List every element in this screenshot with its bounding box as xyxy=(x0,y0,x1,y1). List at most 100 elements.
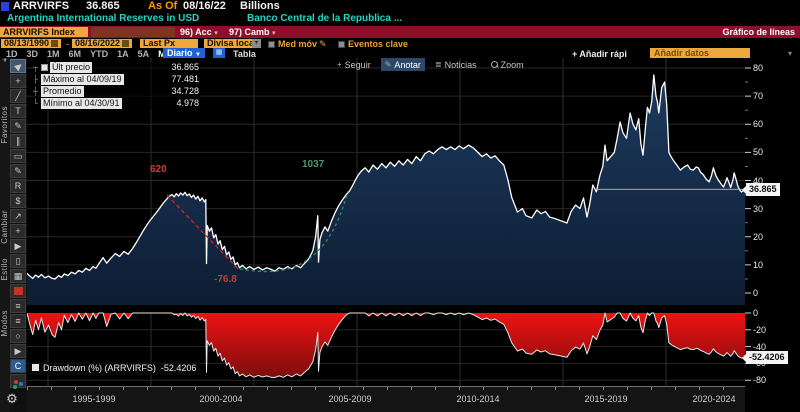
sidebar-group-cambiar[interactable]: Cambiar xyxy=(0,210,9,244)
y-axis-label: 40 xyxy=(753,175,764,186)
x-axis: 1995-1999 2000-2004 2005-2009 2010-2014 2015… xyxy=(27,386,745,412)
currency-select[interactable]: Divisa local xyxy=(204,39,260,48)
period-select[interactable]: Diario ▼ xyxy=(163,48,205,58)
ellipse-icon[interactable]: ○ xyxy=(10,329,26,343)
panel-marker-icon xyxy=(1,2,9,11)
regression-icon[interactable]: R xyxy=(10,179,26,193)
channel-icon[interactable]: ∥ xyxy=(10,134,26,148)
moving-average-checkbox[interactable]: Med móv ✎ xyxy=(268,39,327,50)
price-field-select[interactable]: Last Px xyxy=(140,39,198,48)
collapse-icon[interactable]: ▾ xyxy=(788,49,793,58)
legend-row: ┬ Últ precio 36.865 xyxy=(33,62,201,74)
range-button-6m[interactable]: 6M xyxy=(68,49,82,59)
pencil-icon: ✎ xyxy=(384,60,392,69)
legend-row: ├ Máximo al 04/09/19 77.481 xyxy=(33,74,201,86)
chart-style-button[interactable]: ▦ xyxy=(213,48,225,58)
pointer-icon[interactable]: ▶ xyxy=(10,239,26,253)
range-button-ytd[interactable]: YTD xyxy=(90,49,109,59)
range-button-3d[interactable]: 3D xyxy=(26,49,39,59)
range-button-1d[interactable]: 1D xyxy=(6,49,18,59)
chevron-down-icon[interactable]: ▾ xyxy=(252,39,261,48)
security-input[interactable]: ARRVIRFS Index xyxy=(0,27,88,37)
x-axis-label: 2020-2024 xyxy=(692,394,736,404)
add-quick-button[interactable]: + Añadir rápi xyxy=(572,49,627,59)
y-axis-label: -20 xyxy=(753,324,767,335)
range-button-1m[interactable]: 1M xyxy=(47,49,60,59)
news-button[interactable]: ≣ Noticias xyxy=(434,59,477,70)
as-of-label: As Of xyxy=(148,0,178,12)
tree-icon: ┼ xyxy=(33,87,38,96)
tree-icon: ┬ xyxy=(33,63,38,72)
cursor-icon[interactable]: ▶ xyxy=(10,59,26,73)
chevron-down-icon: ▼ xyxy=(195,52,201,58)
legend-value: 77.481 xyxy=(171,74,199,84)
chart-settings-row: 08/13/1990 - 08/16/2022 Last Px Divisa l… xyxy=(0,38,800,49)
legend-label[interactable]: Mínimo al 04/30/91 xyxy=(41,98,122,109)
compare-icon[interactable]: C xyxy=(10,359,26,373)
sidebar-group-favoritos[interactable]: Favoritos xyxy=(0,106,9,144)
zoom-button[interactable]: Zoom xyxy=(487,58,528,71)
units-label: Billions xyxy=(240,0,280,12)
chevron-down-icon: ▼ xyxy=(2,58,8,64)
settings-gear-icon[interactable]: ⚙ xyxy=(6,391,18,406)
range-button-5a[interactable]: 5A xyxy=(137,49,150,59)
chart-canvas[interactable] xyxy=(27,58,773,386)
color-swatch-icon[interactable] xyxy=(10,284,26,298)
list-icon[interactable]: ≡ xyxy=(10,314,26,328)
edit-menu[interactable]: 97) Camb ▾ xyxy=(229,27,276,37)
legend-label[interactable]: Promedio xyxy=(41,86,84,97)
series-checkbox[interactable] xyxy=(41,64,48,71)
brush-icon[interactable]: ✎ xyxy=(10,164,26,178)
lines-style-icon[interactable]: ≡ xyxy=(10,299,26,313)
select-icon[interactable]: ▶ xyxy=(10,344,26,358)
range-button-1a[interactable]: 1A xyxy=(117,49,129,59)
eraser-icon[interactable]: ▯ xyxy=(10,254,26,268)
bar-chart-icon[interactable]: ▦ xyxy=(10,269,26,283)
y-axis-label: 30 xyxy=(753,203,764,214)
crosshair-icon[interactable]: + xyxy=(10,74,26,88)
chart-annotation: -76.8 xyxy=(214,274,237,285)
drawdown-legend: Drawdown (%) (ARRVIRFS) -52.4206 xyxy=(28,362,201,375)
retracement-icon[interactable]: $ xyxy=(10,194,26,208)
y-axis-label: 50 xyxy=(753,147,764,158)
sidebar-group-modos[interactable]: Modos xyxy=(0,310,9,337)
security-description-row: Argentina International Reserves in USD … xyxy=(0,13,800,26)
range-toolbar: 1D3D1M6MYTD1A5AMáx Diario ▼ ▦ Tabla + Añ… xyxy=(0,48,800,59)
chart-annotation: 1037 xyxy=(302,159,325,170)
key-events-checkbox[interactable]: Eventos clave xyxy=(338,39,408,49)
date-range-separator: - xyxy=(66,39,69,49)
legend-value: 4.978 xyxy=(176,98,199,108)
actions-menu[interactable]: 96) Acc ▾ xyxy=(180,27,218,37)
security-header: ARRVIRFS 36.865 As Of 08/16/22 Billions xyxy=(0,0,800,13)
follow-button[interactable]: + Seguir xyxy=(337,59,371,70)
text-annotation-icon[interactable]: T xyxy=(10,104,26,118)
checkbox-icon xyxy=(268,41,275,48)
legend-value: 34.728 xyxy=(171,86,199,96)
y-axis-label: 0 xyxy=(753,288,759,298)
news-icon: ≣ xyxy=(434,60,442,69)
date-from-input[interactable]: 08/13/1990 xyxy=(1,39,62,48)
ticker-symbol: ARRVIRFS xyxy=(13,0,70,12)
trendline-icon[interactable]: ╱ xyxy=(10,89,26,103)
last-value-box: 36.865 xyxy=(742,183,780,196)
sidebar-group-estilo[interactable]: Estilo xyxy=(0,258,9,281)
palette-dots-icon[interactable] xyxy=(10,374,26,388)
table-button[interactable]: Tabla xyxy=(233,49,256,59)
move-icon[interactable]: + xyxy=(10,224,26,238)
pencil-icon[interactable]: ✎ xyxy=(10,119,26,133)
last-price: 36.865 xyxy=(86,0,120,12)
arrow-annotation-icon[interactable]: ↗ xyxy=(10,209,26,223)
y-axis-label: 0 xyxy=(753,308,759,318)
date-to-input[interactable]: 08/16/2022 xyxy=(72,39,133,48)
y-axis-label: 20 xyxy=(753,231,764,242)
chart-legend: ┬ Últ precio 36.865 ├ Máximo al 04/09/19 77.4… xyxy=(33,62,201,110)
secondary-security-field[interactable] xyxy=(91,27,175,37)
function-menu-bar: ARRVIRFS Index 96) Acc ▾ 97) Camb ▾ Gráf… xyxy=(0,26,800,38)
legend-label[interactable]: Últ precio xyxy=(50,62,93,73)
annotation-sidebar: ▼ Favoritos Cambiar Estilo Modos ▶ + ╱ T ✎ ∥ ▭ ✎ R $ ↗… xyxy=(0,58,27,412)
add-data-input[interactable]: Añadir datos xyxy=(650,48,750,58)
legend-label[interactable]: Máximo al 04/09/19 xyxy=(41,74,124,85)
rectangle-icon[interactable]: ▭ xyxy=(10,149,26,163)
chart-toolbar: + Seguir ✎ Anotar ≣ Noticias Zoom xyxy=(333,58,528,71)
annotate-button[interactable]: ✎ Anotar xyxy=(380,58,425,71)
